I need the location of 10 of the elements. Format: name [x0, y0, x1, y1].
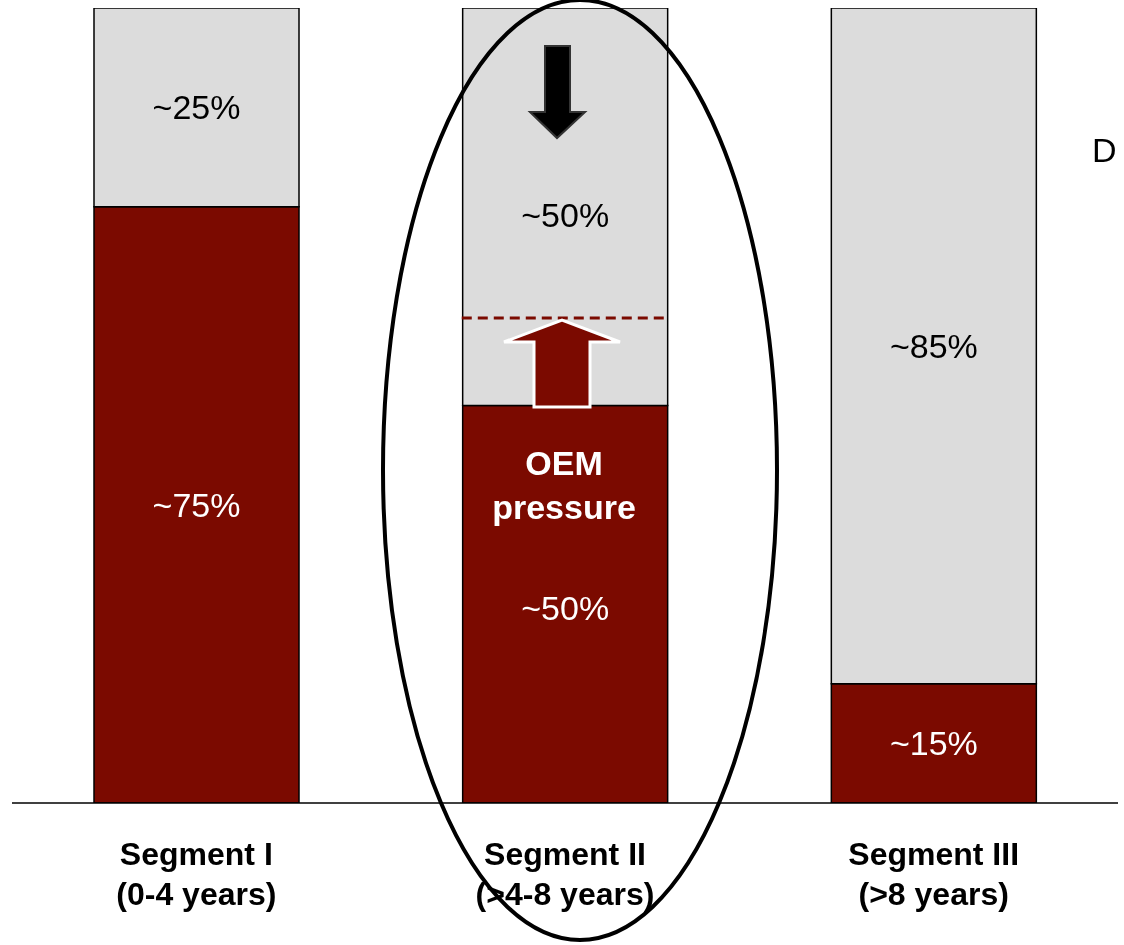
data-label: ~50% — [521, 195, 610, 234]
data-label: ~85% — [889, 326, 978, 365]
x-tick-label: Segment III (>8 years) — [848, 836, 1020, 912]
data-label: ~25% — [152, 88, 241, 127]
annotation: OEM pressure — [492, 444, 636, 526]
x-tick-label: Segment I (0-4 years) — [116, 836, 277, 912]
data-label: ~75% — [152, 485, 241, 524]
data-label: ~50% — [521, 589, 610, 628]
annotation: D — [1092, 131, 1117, 169]
data-label: ~15% — [889, 724, 978, 763]
